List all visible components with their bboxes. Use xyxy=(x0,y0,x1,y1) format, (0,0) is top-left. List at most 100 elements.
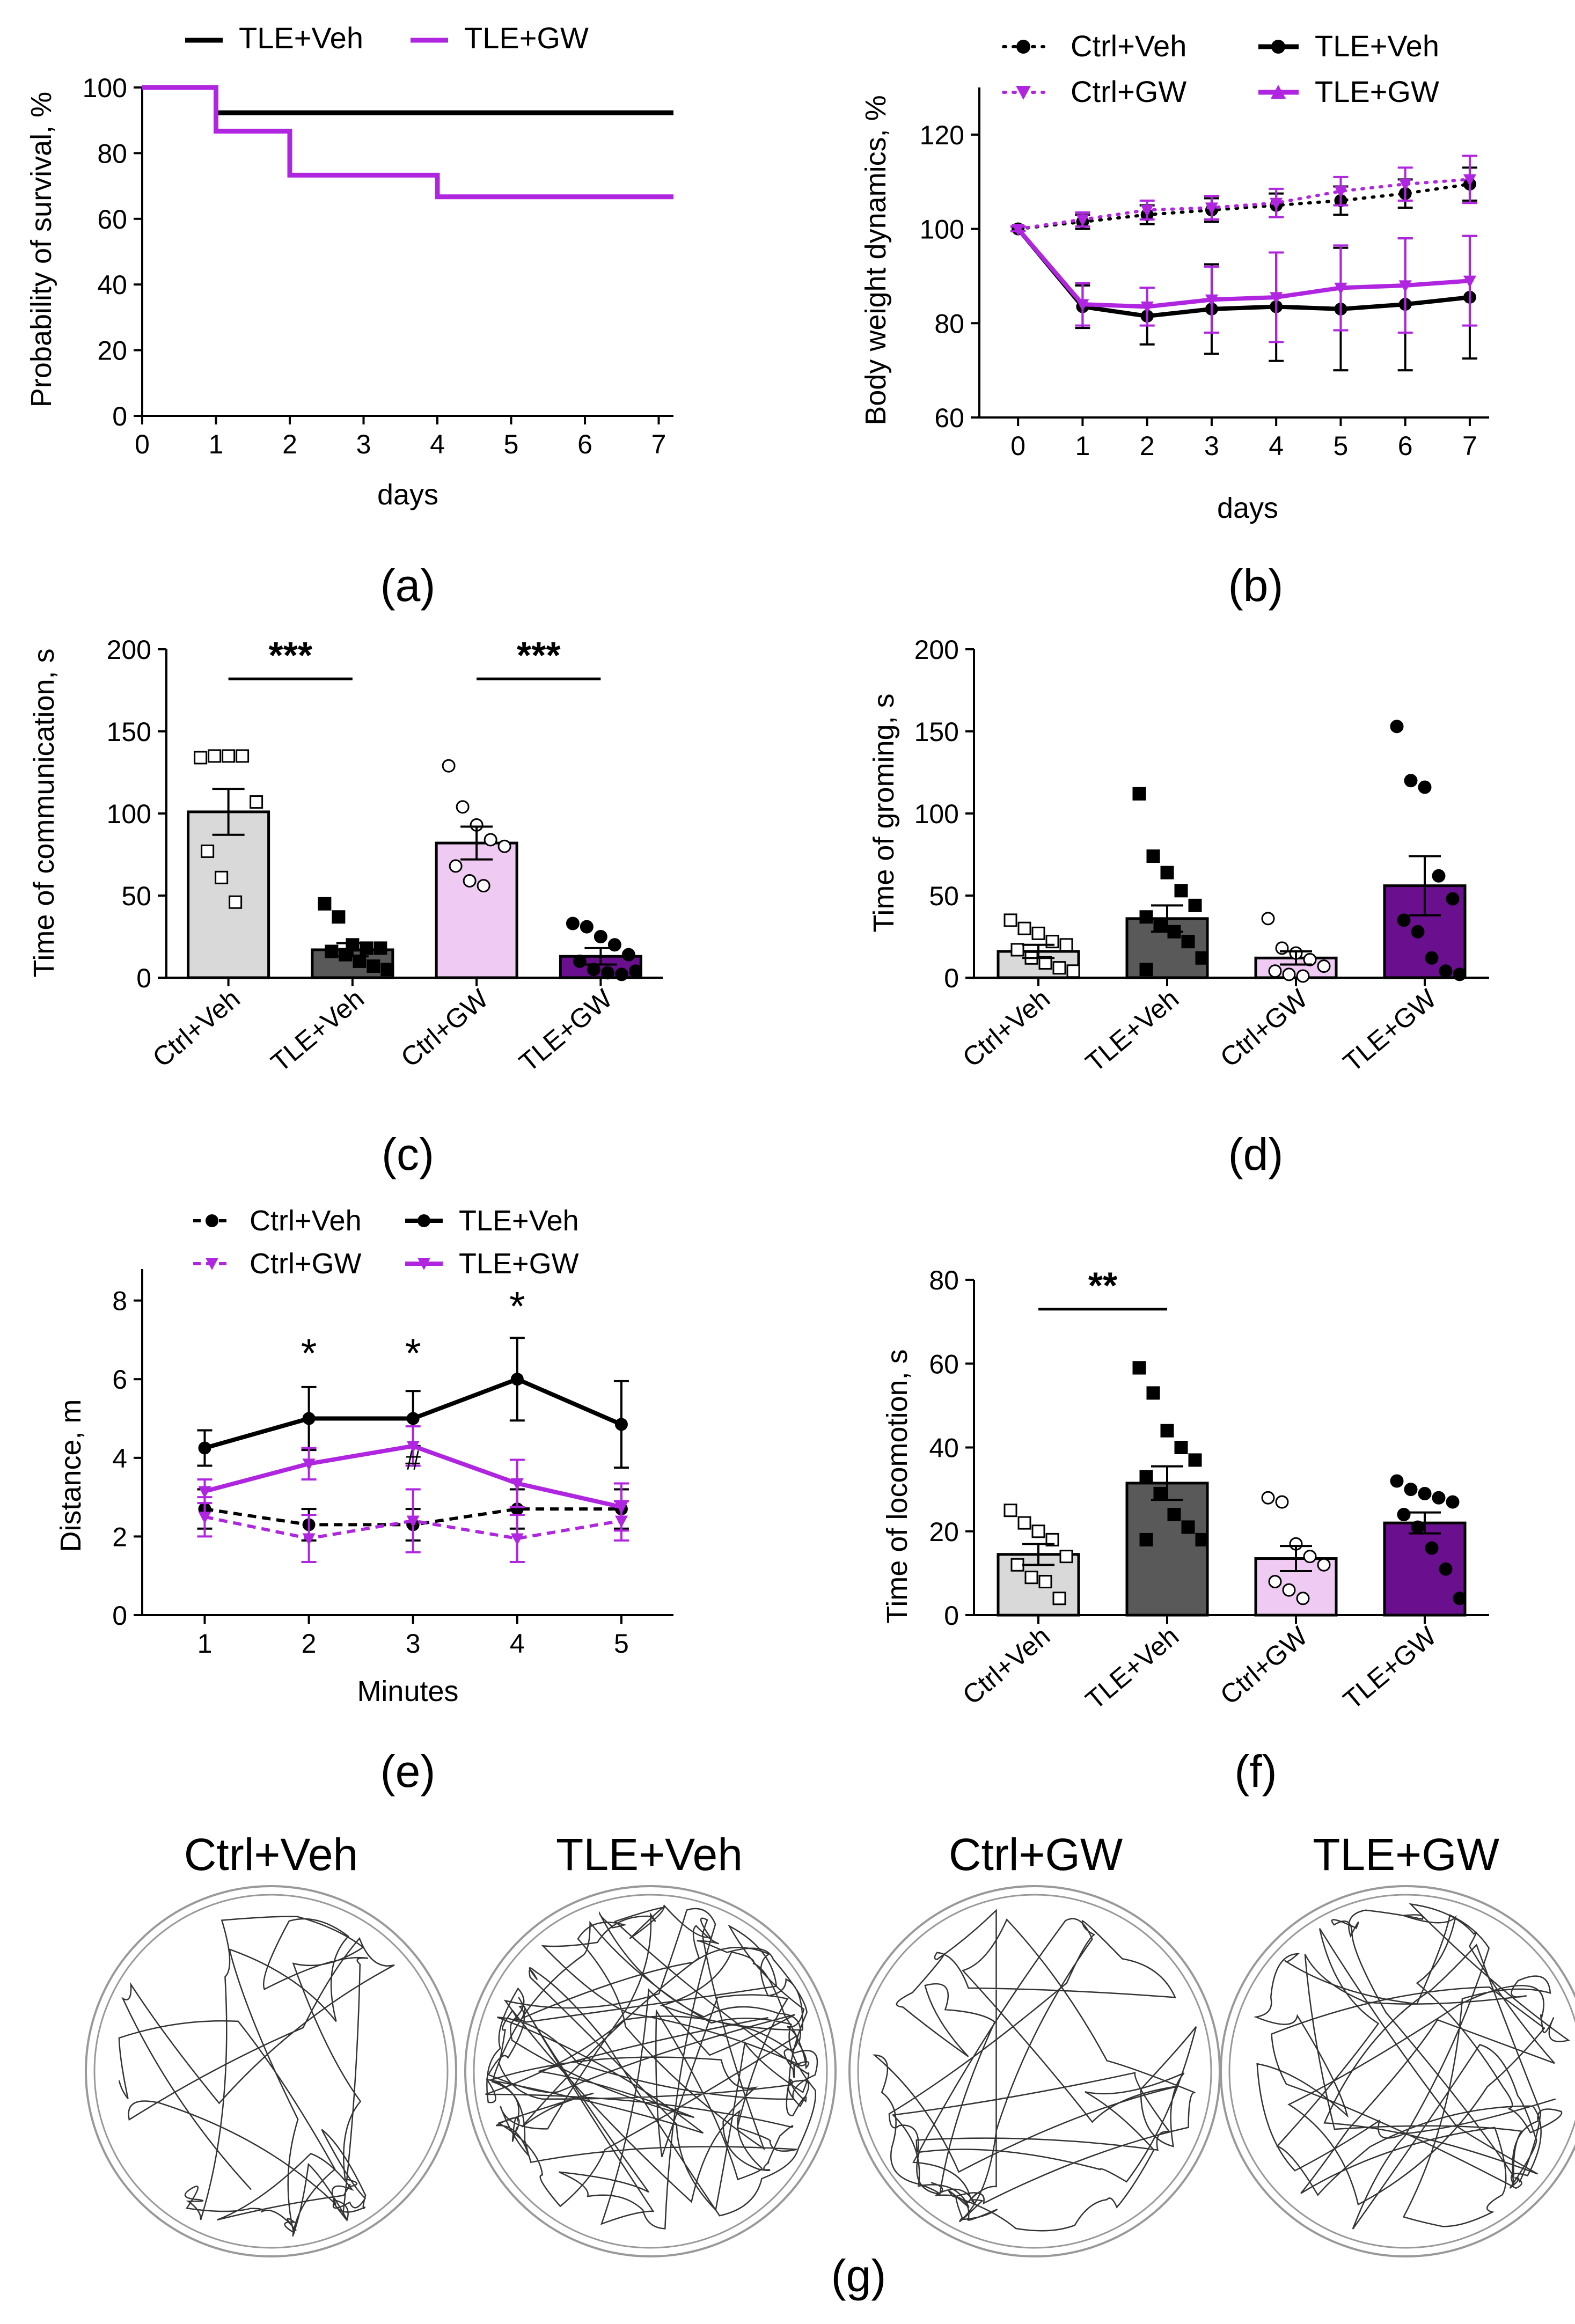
legend-marker xyxy=(1271,85,1286,99)
arena-inner-ring xyxy=(93,1894,449,2249)
survival-line xyxy=(142,85,673,200)
y-tick-label: 60 xyxy=(97,204,127,234)
arena-title: TLE+Veh xyxy=(556,1829,743,1880)
bar-group: Ctrl+Veh xyxy=(147,749,270,1073)
plot-area: 0 2 4 6 8 1 2 3 4 5 * * * # xyxy=(112,1269,673,1659)
arena xyxy=(85,1885,457,2257)
data-point xyxy=(510,1502,524,1516)
data-point xyxy=(1397,913,1411,927)
data-point xyxy=(1181,1520,1195,1534)
data-point xyxy=(497,839,511,853)
series xyxy=(197,1337,629,1469)
data-point xyxy=(1411,925,1425,939)
data-point xyxy=(1059,1550,1073,1564)
x-tick-label: 3 xyxy=(406,1629,421,1659)
arena xyxy=(848,1885,1221,2257)
y-tick-label: 80 xyxy=(934,309,964,339)
y-axis-label: Time of communication, s xyxy=(28,648,60,977)
y-tick-label: 0 xyxy=(112,1601,127,1631)
y-tick-label: 80 xyxy=(97,138,127,168)
legend: TLE+Veh TLE+GW xyxy=(185,21,589,55)
data-point xyxy=(1076,214,1089,227)
data-point xyxy=(1139,963,1153,977)
x-tick-label: 6 xyxy=(1398,431,1413,461)
series-line xyxy=(1016,182,1471,231)
arena xyxy=(464,1885,837,2257)
bar-group: Ctrl+Veh xyxy=(957,913,1080,1073)
data-point xyxy=(1188,1453,1202,1467)
plot-area: 60 80 100 120 0 1 2 3 4 5 6 7 xyxy=(920,87,1489,461)
panel-label: (e) xyxy=(380,1746,436,1797)
data-point xyxy=(1132,787,1146,801)
data-point xyxy=(1418,780,1432,794)
data-point xyxy=(1275,1495,1289,1509)
data-point xyxy=(1398,280,1412,293)
data-point xyxy=(510,1533,524,1546)
category-label: Ctrl+GW xyxy=(1214,1621,1313,1711)
data-point xyxy=(1453,967,1467,981)
panel-label: (f) xyxy=(1234,1746,1277,1797)
panel-d-grooming-chart: 0 50 100 150 200 Ctrl+Veh TLE+Veh Ctrl+GW TLE+GW… xyxy=(868,635,1489,1179)
arena-inner-ring xyxy=(473,1894,828,2249)
data-point xyxy=(1003,913,1017,927)
data-point xyxy=(250,795,263,809)
data-point xyxy=(1463,174,1476,187)
x-tick-label: 2 xyxy=(1140,431,1155,461)
data-point xyxy=(1317,1558,1331,1572)
bar-group: TLE+GW xyxy=(1338,720,1467,1077)
data-point xyxy=(201,844,215,858)
data-point xyxy=(1439,1562,1453,1576)
panel-c-communication-chart: 0 50 100 150 200 Ctrl+Veh TLE+Veh Ctrl+GW TLE+GW… xyxy=(28,634,663,1179)
data-point xyxy=(1132,1361,1146,1375)
data-point xyxy=(1446,1495,1460,1509)
data-point xyxy=(1052,1592,1066,1605)
legend-label: Ctrl+GW xyxy=(250,1248,362,1280)
series xyxy=(1010,223,1477,343)
y-tick-label: 100 xyxy=(107,799,151,829)
y-tick-label: 100 xyxy=(920,215,964,245)
panel-b-body-weight-chart: Ctrl+Veh TLE+Veh Ctrl+GW TLE+GW 60801001… xyxy=(860,29,1489,611)
panel-g-open-field-tracks: Ctrl+Veh TLE+Veh Ctrl+GW TLE+GW (g) xyxy=(85,1829,1575,2301)
legend-marker xyxy=(1016,86,1031,100)
y-tick-label: 200 xyxy=(914,635,959,665)
x-tick-label: 1 xyxy=(209,429,224,459)
x-tick-label: 5 xyxy=(504,429,519,459)
panel-label: (b) xyxy=(1228,560,1284,611)
data-point xyxy=(1146,849,1160,863)
y-tick-label: 100 xyxy=(914,799,959,829)
data-point xyxy=(1390,720,1404,734)
y-tick-label: 40 xyxy=(929,1433,959,1463)
arena-title: Ctrl+GW xyxy=(949,1829,1123,1880)
data-point xyxy=(1205,202,1218,215)
data-point xyxy=(1390,1474,1404,1488)
significance-mark: * xyxy=(301,1331,317,1376)
data-point xyxy=(1270,292,1283,305)
significance-mark: * xyxy=(509,1284,525,1329)
bar-group: TLE+Veh xyxy=(1080,787,1209,1078)
data-point xyxy=(449,859,463,873)
data-point xyxy=(1282,1583,1296,1597)
data-point xyxy=(222,749,236,763)
data-point xyxy=(1146,1386,1160,1400)
plot-area: 0 50 100 150 200 Ctrl+Veh TLE+Veh Ctrl+GW TLE+GW… xyxy=(107,634,663,1078)
arena-outer-ring xyxy=(85,1885,457,2257)
legend-marker xyxy=(1016,40,1030,54)
data-point xyxy=(208,749,222,763)
x-tick-label: 3 xyxy=(1204,431,1219,461)
bar xyxy=(187,810,270,979)
y-tick-label: 150 xyxy=(914,717,959,747)
x-tick-label: 3 xyxy=(356,429,371,459)
data-point xyxy=(628,964,642,978)
significance-mark: ** xyxy=(1088,1265,1118,1307)
movement-track xyxy=(118,1916,395,2237)
series-line xyxy=(1016,178,1471,231)
data-point xyxy=(1446,892,1460,906)
arena-outer-ring xyxy=(848,1885,1221,2257)
bar-group: Ctrl+Veh xyxy=(957,1504,1080,1711)
data-point xyxy=(198,1441,211,1455)
y-tick-label: 0 xyxy=(112,401,127,431)
data-point xyxy=(1024,1571,1038,1585)
data-point xyxy=(477,879,490,893)
